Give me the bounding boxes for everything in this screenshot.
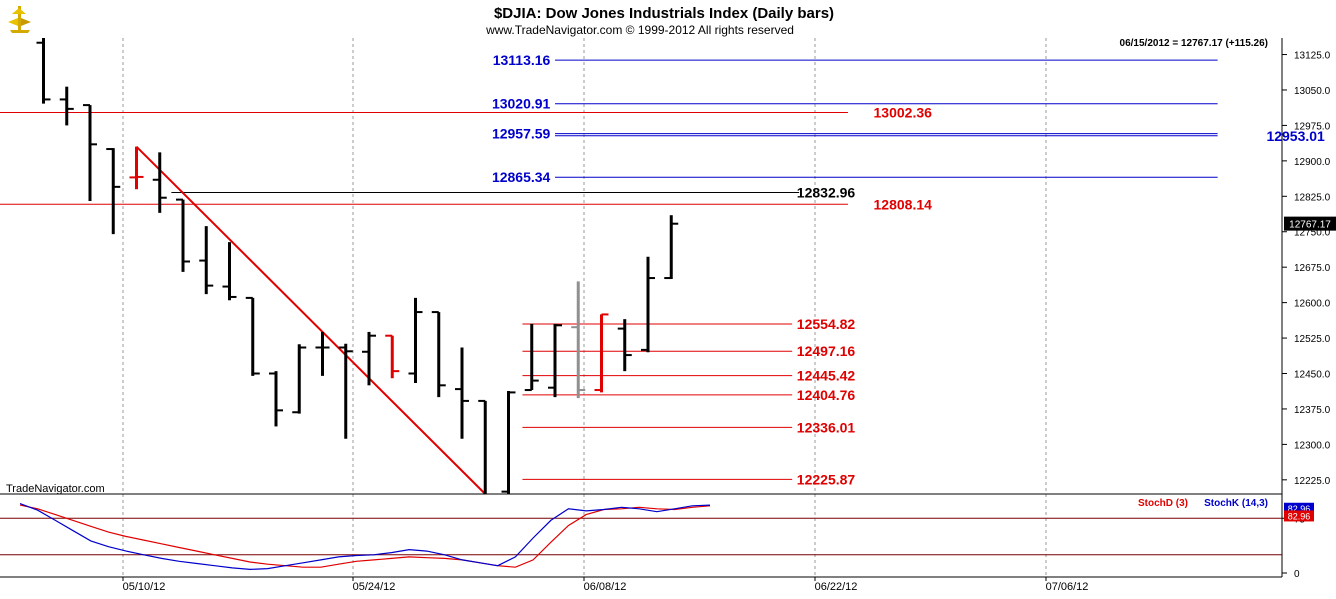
y-tick-label: 12525.0 [1294, 334, 1331, 345]
level-label: 12225.87 [797, 471, 856, 487]
ohlc-bar [571, 281, 586, 399]
ohlc-bar [36, 38, 51, 104]
stochD-value-label: 82.96 [1288, 511, 1311, 521]
y-tick-label: 12375.0 [1294, 405, 1331, 416]
stochD-value-box [1284, 510, 1314, 522]
ohlc-bar [106, 148, 121, 235]
x-tick-label: 05/24/12 [353, 581, 396, 593]
ohlc-bar [501, 390, 516, 494]
last-price-info: 06/15/2012 = 12767.17 (+115.26) [1120, 38, 1268, 49]
level-label: 12554.82 [797, 316, 856, 332]
legend-stochK: StochK (14,3) [1204, 498, 1268, 509]
price-levels: 13113.16 13020.91 12957.59 12953.01 12865.34… [0, 52, 1325, 487]
level-label: 12957.59 [492, 126, 551, 142]
price-bars [36, 38, 679, 494]
ohlc-bar [222, 242, 237, 301]
level-label: 12865.34 [492, 169, 551, 185]
ohlc-bar [129, 146, 144, 190]
ohlc-bar [641, 256, 655, 353]
ohlc-bar [176, 198, 190, 272]
y-tick-label: 13050.0 [1294, 86, 1331, 97]
y-tick-label: 12675.0 [1294, 263, 1331, 274]
y-tick-label: 12900.0 [1294, 157, 1331, 168]
downtrend-line [135, 145, 486, 495]
stochK-value-box [1284, 502, 1314, 514]
ohlc-bar [455, 347, 469, 439]
ohlc-bar [408, 297, 423, 383]
ohlc-bar [617, 319, 632, 372]
ohlc-bar [385, 334, 400, 379]
x-tick-label: 06/08/12 [584, 581, 627, 593]
ohlc-bar [292, 344, 307, 414]
level-label: 12832.96 [797, 185, 856, 201]
level-label: 12953.01 [1266, 128, 1325, 144]
ohlc-bar [59, 86, 74, 126]
y-tick-label: 12600.0 [1294, 299, 1331, 310]
ohlc-bar [315, 331, 330, 376]
y-tick-label: 12450.0 [1294, 370, 1331, 381]
last-price-label: 12767.17 [1289, 220, 1331, 231]
y-tick-label: 12750.0 [1294, 228, 1331, 239]
ohlc-bar [664, 215, 679, 280]
last-price-box [1284, 216, 1336, 231]
stochK-value-label: 82.96 [1288, 504, 1311, 514]
stoch-line [19, 503, 711, 571]
x-tick-label: 07/06/12 [1046, 581, 1089, 593]
level-label: 13002.36 [874, 104, 933, 120]
level-label: 12445.42 [797, 368, 856, 384]
ohlc-bar [594, 313, 609, 393]
watermark-text: TradeNavigator.com [6, 483, 105, 495]
ohlc-bar [338, 343, 353, 439]
ohlc-bar [245, 296, 260, 376]
ohlc-bar [362, 331, 376, 386]
stoch-line [19, 504, 711, 568]
ohlc-bar [548, 323, 562, 398]
trendline-group [135, 145, 486, 495]
stoch-y-tick-label: 0 [1294, 569, 1300, 580]
level-label: 12497.16 [797, 343, 856, 359]
legend-stochD: StochD (3) [1138, 498, 1188, 509]
y-tick-label: 12825.0 [1294, 192, 1331, 203]
axes: 13125.0 13050.0 12975.0 12900.0 12825.0 12750… [0, 38, 1336, 593]
ohlc-bar [269, 371, 283, 427]
tradenavigator-logo [4, 3, 34, 35]
ohlc-bar [524, 323, 539, 392]
x-tick-label: 06/22/12 [815, 581, 858, 593]
ohlc-bar [199, 226, 214, 295]
y-tick-label: 12225.0 [1294, 476, 1331, 487]
ohlc-bar [83, 104, 97, 202]
x-tick-label: 05/10/12 [123, 581, 166, 593]
ohlc-bar [478, 399, 487, 494]
y-tick-label: 13125.0 [1294, 51, 1331, 62]
level-label: 12404.76 [797, 387, 856, 403]
chart-title: $DJIA: Dow Jones Industrials Index (Dail… [494, 5, 834, 22]
copyright-text: www.TradeNavigator.com © 1999-2012 All r… [485, 23, 794, 37]
ohlc-bar [152, 152, 167, 213]
y-tick-label: 12975.0 [1294, 121, 1331, 132]
level-label: 12808.14 [874, 196, 933, 212]
ohlc-bar [431, 311, 446, 398]
level-label: 13113.16 [493, 52, 551, 68]
level-label: 13020.91 [492, 96, 551, 112]
level-label: 12336.01 [797, 419, 856, 435]
y-tick-label: 12300.0 [1294, 440, 1331, 451]
